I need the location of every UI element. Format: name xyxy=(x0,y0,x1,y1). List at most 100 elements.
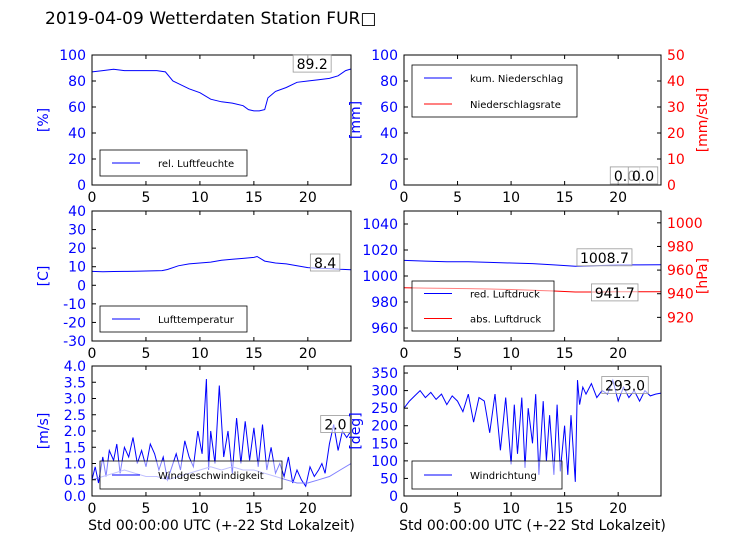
y-tick-label: 2.0 xyxy=(64,424,86,440)
y-tick-label: 1020 xyxy=(362,243,398,259)
y-tick-label: 4.0 xyxy=(64,359,86,375)
y-tick-label: 60 xyxy=(68,100,86,116)
legend-label: abs. Luftdruck xyxy=(470,315,541,326)
series-line-humidity-0 xyxy=(92,68,351,112)
y-tick-label: 0.5 xyxy=(64,473,86,489)
x-tick-label: 15 xyxy=(556,190,574,206)
annotation-label: 0.0 xyxy=(632,169,654,185)
x-tick-label: 0 xyxy=(400,190,409,206)
x-tick-label: 20 xyxy=(299,190,317,206)
x-tick-label: 0 xyxy=(400,346,409,362)
y-tick-label: -20 xyxy=(63,315,86,331)
y-tick-label: 20 xyxy=(68,152,86,168)
y-axis-label: [C] xyxy=(36,266,52,287)
x-tick-label: 5 xyxy=(453,190,462,206)
y-tick-label: 60 xyxy=(380,100,398,116)
y-tick-label: 20 xyxy=(68,241,86,257)
annotation-box xyxy=(320,415,351,433)
x-tick-label: 5 xyxy=(141,190,150,206)
x-tick-label: 10 xyxy=(502,190,520,206)
x-axis-label: Std 00:00:00 UTC (+-22 Std Lokalzeit) xyxy=(88,518,355,534)
annotation-label: 1008.7 xyxy=(580,251,629,267)
annotation-label: 89.2 xyxy=(297,57,328,73)
y-tick-label: 80 xyxy=(68,74,86,90)
annotation-box xyxy=(292,54,332,73)
legend-winddir: Windrichtung xyxy=(411,460,563,490)
x-tick-label: 10 xyxy=(502,501,520,517)
y-right-tick-label: 1000 xyxy=(667,216,703,232)
annotation-label: 2.0 xyxy=(324,418,346,434)
x-tick-label: 20 xyxy=(609,501,627,517)
y-tick-label: 100 xyxy=(371,454,398,470)
panel-windspeed: 0 5 10 15 200.00.51.01.52.02.53.03.54.0[m/s]… xyxy=(36,359,355,534)
y-tick-label: -10 xyxy=(63,297,86,313)
panel-pressure: 0 5 10 15 20 960 980 1000 1020 1040 920 940 960 980 10… xyxy=(362,210,711,362)
x-tick-label: 10 xyxy=(191,501,209,517)
legend-temperature: Lufttemperatur xyxy=(99,305,248,333)
axes-frame xyxy=(91,210,352,342)
legend-box xyxy=(411,64,578,118)
y-right-tick-label: 0 xyxy=(667,178,676,194)
x-tick-label: 0 xyxy=(88,501,97,517)
annotation-box xyxy=(601,376,649,394)
y-axis-label-right: [hPa] xyxy=(695,258,711,294)
x-tick-label: 10 xyxy=(191,346,209,362)
x-tick-label: 5 xyxy=(453,501,462,517)
x-tick-label: 5 xyxy=(453,346,462,362)
figure-title: 2019-04-09 Wetterdaten Station FUR□ xyxy=(45,9,377,29)
y-tick-label: 100 xyxy=(59,48,86,64)
y-tick-label: 1.5 xyxy=(64,440,86,456)
y-tick-label: 350 xyxy=(371,366,398,382)
y-tick-label: 960 xyxy=(371,321,398,337)
y-tick-label: 40 xyxy=(68,126,86,142)
x-tick-label: 10 xyxy=(502,346,520,362)
x-tick-label: 20 xyxy=(299,501,317,517)
y-tick-label: 3.0 xyxy=(64,392,86,408)
y-tick-label: 250 xyxy=(371,401,398,417)
y-right-tick-label: 940 xyxy=(667,287,694,303)
x-tick-label: 15 xyxy=(245,346,263,362)
annotation-box xyxy=(309,253,341,272)
y-tick-label: 3.5 xyxy=(64,375,86,391)
y-tick-label: 0 xyxy=(389,178,398,194)
annotation-box xyxy=(627,166,659,185)
annotation-label: 293.0 xyxy=(605,379,645,395)
y-tick-label: -30 xyxy=(63,334,86,350)
x-tick-label: 5 xyxy=(141,346,150,362)
x-tick-label: 20 xyxy=(609,346,627,362)
y-axis-label: [mm] xyxy=(348,101,364,139)
x-tick-label: 15 xyxy=(245,501,263,517)
x-tick-label: 15 xyxy=(556,346,574,362)
y-tick-label: 50 xyxy=(380,471,398,487)
legend-label: Lufttemperatur xyxy=(158,315,235,326)
panel-humidity: 0 5 10 15 20 0 20 40 60 80 100 [%] rel. Luftfeuchte 8… xyxy=(36,48,352,206)
y-axis-label: [deg] xyxy=(348,412,364,449)
y-tick-label: 20 xyxy=(380,152,398,168)
legend-label: Windgeschwindigkeit xyxy=(158,471,264,482)
panel-temperature: 0 5 10 15 20 -30 -20 -10 0 10 20 30 40 [C] Lufttempera… xyxy=(36,204,352,362)
x-tick-label: 5 xyxy=(141,501,150,517)
y-tick-label: 1040 xyxy=(362,217,398,233)
x-tick-label: 15 xyxy=(556,501,574,517)
y-axis-label-right: [mm/std] xyxy=(695,88,711,153)
series-line-temperature-0 xyxy=(92,255,351,273)
x-tick-label: 10 xyxy=(191,190,209,206)
y-tick-label: 0 xyxy=(389,489,398,505)
annotation-label: 941.7 xyxy=(595,286,635,302)
y-tick-label: 40 xyxy=(68,204,86,220)
y-tick-label: 0 xyxy=(77,278,86,294)
axes-frame xyxy=(91,54,352,186)
y-tick-label: 980 xyxy=(371,295,398,311)
series-line-windspeed-0 xyxy=(92,378,351,488)
legend-pressure: red. Luftdruck abs. Luftdruck xyxy=(411,280,555,332)
y-right-tick-label: 20 xyxy=(667,126,685,142)
x-axis-label: Std 00:00:00 UTC (+-22 Std Lokalzeit) xyxy=(399,518,666,534)
y-tick-label: 2.5 xyxy=(64,408,86,424)
annotation-box xyxy=(576,248,633,267)
y-right-tick-label: 40 xyxy=(667,74,685,90)
y-tick-label: 40 xyxy=(380,126,398,142)
y-right-tick-label: 50 xyxy=(667,48,685,64)
y-tick-label: 30 xyxy=(68,223,86,239)
y-tick-label: 150 xyxy=(371,436,398,452)
